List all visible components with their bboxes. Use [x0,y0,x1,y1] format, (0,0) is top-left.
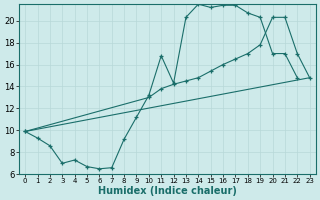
X-axis label: Humidex (Indice chaleur): Humidex (Indice chaleur) [98,186,237,196]
